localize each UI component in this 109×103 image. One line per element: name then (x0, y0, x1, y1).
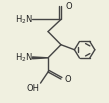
Text: OH: OH (26, 84, 39, 93)
Polygon shape (32, 57, 48, 59)
Text: $\mathrm{H_2N}$: $\mathrm{H_2N}$ (15, 13, 33, 26)
Text: O: O (64, 75, 71, 84)
Text: O: O (65, 2, 72, 11)
Text: $\mathrm{H_2N}$: $\mathrm{H_2N}$ (15, 52, 33, 64)
